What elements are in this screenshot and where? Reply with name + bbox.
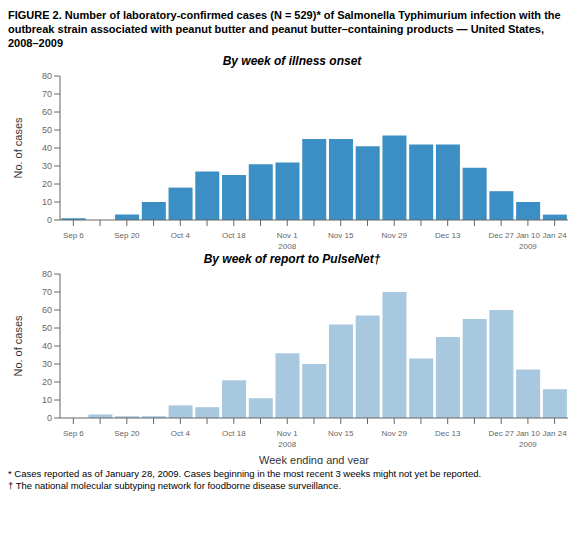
svg-text:Sep 6: Sep 6 [63, 429, 84, 438]
svg-text:Nov 29: Nov 29 [382, 429, 408, 438]
svg-text:Jan 10: Jan 10 [516, 429, 541, 438]
svg-text:20: 20 [42, 377, 52, 387]
svg-text:Dec 13: Dec 13 [435, 429, 461, 438]
svg-text:2009: 2009 [519, 242, 537, 250]
svg-text:Jan 10: Jan 10 [516, 231, 541, 240]
html-text:FIGURE 2. Number of laboratory: FIGURE 2. Number of laboratory-confirmed… [8, 9, 561, 49]
svg-text:40: 40 [42, 143, 52, 153]
svg-text:60: 60 [42, 107, 52, 117]
svg-text:Dec 13: Dec 13 [435, 231, 461, 240]
svg-text:Oct 18: Oct 18 [222, 231, 246, 240]
svg-text:Dec 27: Dec 27 [488, 231, 514, 240]
svg-text:Sep 20: Sep 20 [114, 429, 140, 438]
svg-text:2008: 2008 [278, 242, 296, 250]
svg-text:40: 40 [42, 341, 52, 351]
svg-text:No. of cases: No. of cases [12, 117, 24, 179]
svg-text:Nov 29: Nov 29 [382, 231, 408, 240]
svg-text:Oct 4: Oct 4 [171, 231, 191, 240]
svg-text:70: 70 [42, 287, 52, 297]
svg-text:80: 80 [42, 269, 52, 279]
svg-text:2009: 2009 [519, 440, 537, 449]
svg-text:Sep 6: Sep 6 [63, 231, 84, 240]
svg-text:Sep 20: Sep 20 [114, 231, 140, 240]
svg-text:Nov 15: Nov 15 [328, 231, 354, 240]
svg-text:Dec 27: Dec 27 [488, 429, 514, 438]
svg-text:20: 20 [42, 179, 52, 189]
svg-text:2008: 2008 [278, 440, 296, 449]
svg-text:Nov 15: Nov 15 [328, 429, 354, 438]
svg-text:Oct 4: Oct 4 [171, 429, 191, 438]
svg-text:Week ending and year: Week ending and year [259, 454, 369, 464]
svg-text:Oct 18: Oct 18 [222, 429, 246, 438]
svg-text:Nov 1: Nov 1 [277, 429, 298, 438]
svg-text:10: 10 [42, 395, 52, 405]
html-text:By week of report to PulseNet†: By week of report to PulseNet† [203, 252, 381, 266]
svg-text:60: 60 [42, 305, 52, 315]
svg-text:80: 80 [42, 71, 52, 81]
svg-text:70: 70 [42, 89, 52, 99]
svg-text:50: 50 [42, 125, 52, 135]
svg-text:Jan 24: Jan 24 [543, 231, 568, 240]
html-text:By week of illness onset: By week of illness onset [222, 54, 362, 68]
svg-text:Nov 1: Nov 1 [277, 231, 298, 240]
svg-text:30: 30 [42, 161, 52, 171]
svg-text:30: 30 [42, 359, 52, 369]
html-text:† The national molecular subty: † The national molecular subtyping netwo… [8, 480, 342, 491]
svg-text:10: 10 [42, 197, 52, 207]
svg-text:50: 50 [42, 323, 52, 333]
svg-text:0: 0 [47, 413, 52, 423]
svg-text:0: 0 [47, 215, 52, 225]
html-text:* Cases reported as of January: * Cases reported as of January 28, 2009.… [8, 468, 482, 479]
svg-text:No. of cases: No. of cases [12, 315, 24, 377]
svg-text:Jan 24: Jan 24 [543, 429, 568, 438]
